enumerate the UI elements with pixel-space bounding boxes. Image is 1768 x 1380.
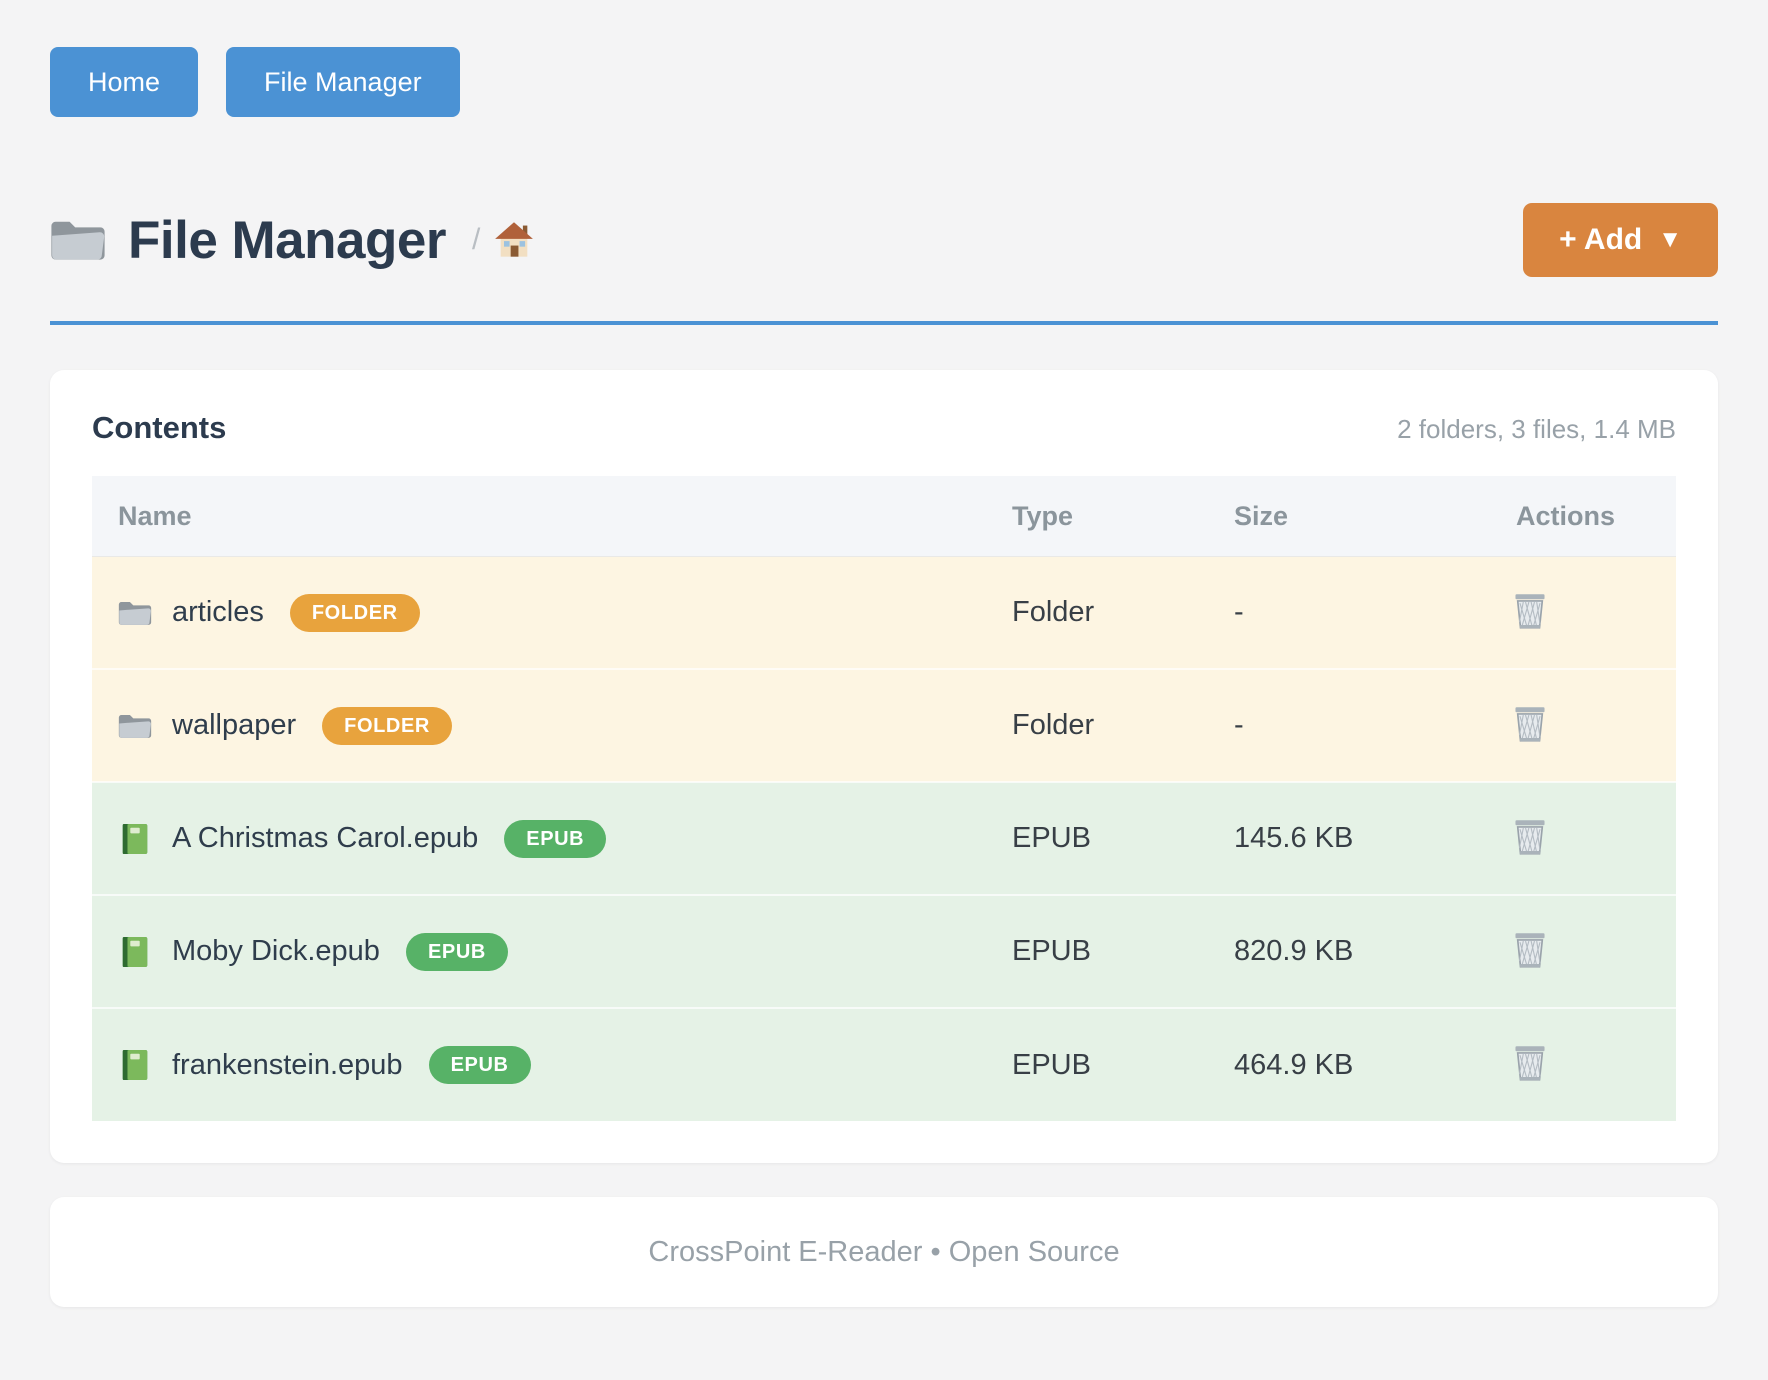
chevron-down-icon: ▼ [1658,226,1682,254]
delete-button[interactable] [1508,701,1552,747]
title-group: File Manager / [50,210,534,271]
table-row: A Christmas Carol.epub EPUB EPUB 145.6 K… [92,781,1676,896]
add-button-label: + Add [1559,223,1643,257]
trash-icon [1512,931,1548,969]
trash-icon [1512,705,1548,743]
file-size: 145.6 KB [1234,781,1464,896]
file-type: EPUB [1012,781,1234,896]
type-badge: FOLDER [322,706,452,745]
file-table: Name Type Size Actions articles FOLDER F… [92,476,1676,1122]
file-type: EPUB [1012,894,1234,1009]
file-manager-button[interactable]: File Manager [226,47,460,118]
breadcrumb: / [472,221,534,259]
column-header-type: Type [1012,476,1234,557]
table-row: frankenstein.epub EPUB EPUB 464.9 KB [92,1007,1676,1122]
type-badge: EPUB [428,1046,531,1085]
home-button[interactable]: Home [50,47,199,118]
delete-button[interactable] [1508,1040,1552,1086]
accent-divider [50,321,1718,326]
table-row: articles FOLDER Folder - [92,556,1676,670]
column-header-size: Size [1234,476,1464,557]
trash-icon [1512,1044,1548,1082]
column-header-name: Name [92,476,1012,557]
file-name: A Christmas Carol.epub [172,822,479,855]
folder-icon [50,217,106,263]
file-name: Moby Dick.epub [172,935,380,968]
trash-icon [1512,592,1548,630]
file-size: - [1234,668,1464,783]
table-body: articles FOLDER Folder - wallpaper FOLDE… [92,556,1676,1122]
delete-button[interactable] [1508,588,1552,634]
file-name: wallpaper [172,709,297,742]
type-badge: FOLDER [289,593,420,632]
home-icon[interactable] [494,221,534,259]
table-row: wallpaper FOLDER Folder - [92,668,1676,783]
footer-text: CrossPoint E-Reader • Open Source [648,1235,1120,1268]
file-size: - [1234,556,1464,670]
add-button[interactable]: + Add ▼ [1523,203,1718,278]
type-badge: EPUB [504,819,607,858]
contents-card: Contents 2 folders, 3 files, 1.4 MB Name… [50,370,1718,1164]
folder-icon [118,597,152,629]
table-row: Moby Dick.epub EPUB EPUB 820.9 KB [92,894,1676,1009]
delete-button[interactable] [1508,927,1552,973]
card-title: Contents [92,410,227,446]
file-name: frankenstein.epub [172,1048,403,1081]
file-name: articles [172,596,264,629]
book-icon [118,823,152,855]
book-icon [118,1049,152,1081]
page-title: File Manager [128,210,446,270]
top-nav: Home File Manager [50,47,1718,118]
contents-summary: 2 folders, 3 files, 1.4 MB [1397,414,1676,445]
column-header-actions: Actions [1464,476,1676,557]
footer: CrossPoint E-Reader • Open Source [50,1197,1718,1308]
type-badge: EPUB [405,932,508,971]
book-icon [118,936,152,968]
file-size: 464.9 KB [1234,1007,1464,1122]
trash-icon [1512,818,1548,856]
page-header: File Manager / + Add ▼ [50,203,1718,278]
file-type: Folder [1012,556,1234,670]
file-type: Folder [1012,668,1234,783]
delete-button[interactable] [1508,814,1552,860]
breadcrumb-separator: / [471,223,481,257]
card-header: Contents 2 folders, 3 files, 1.4 MB [92,410,1676,446]
folder-icon [118,710,152,742]
file-type: EPUB [1012,1007,1234,1122]
table-header-row: Name Type Size Actions [92,476,1676,557]
file-size: 820.9 KB [1234,894,1464,1009]
